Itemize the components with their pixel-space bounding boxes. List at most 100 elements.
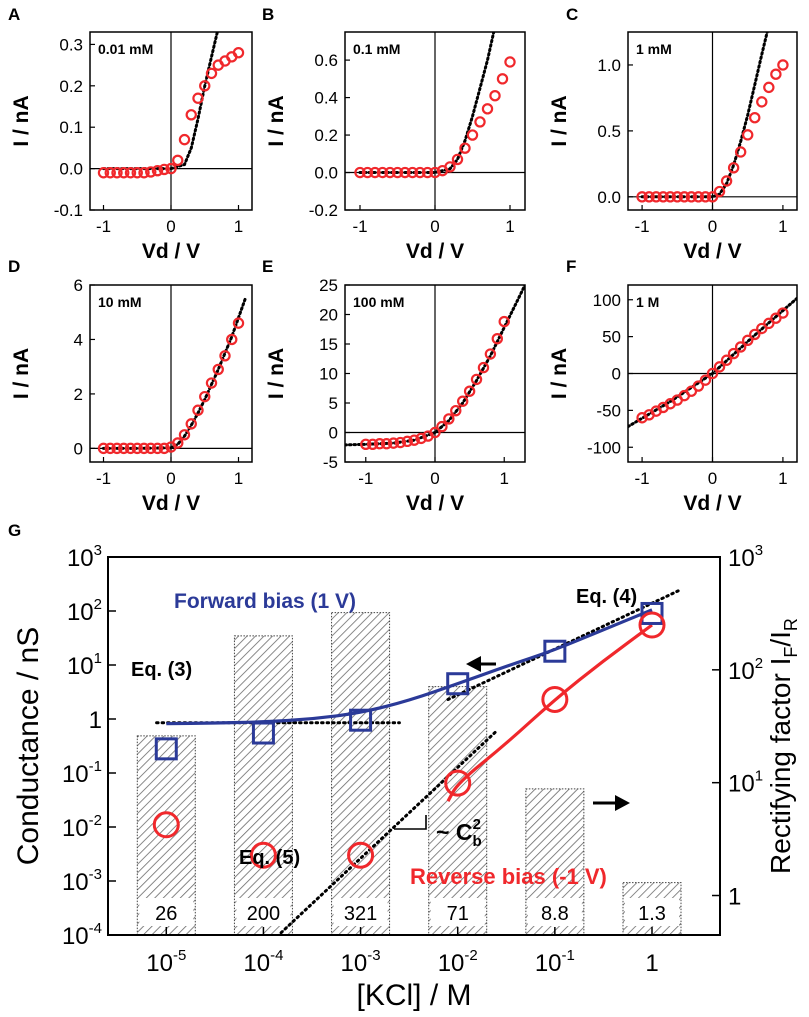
x-tick-label: -1 — [635, 217, 650, 236]
data-point — [749, 112, 761, 124]
slope-marker — [394, 815, 427, 830]
data-point — [713, 361, 726, 373]
y-tick-label: 5 — [329, 394, 338, 413]
left-y-tick-label: 101 — [67, 650, 102, 680]
data-point — [369, 166, 381, 179]
y-tick-label: 0.0 — [597, 188, 621, 207]
data-point — [685, 385, 698, 397]
concentration-label: 0.01 mM — [98, 41, 153, 57]
data-point — [671, 191, 683, 203]
data-point — [178, 429, 191, 441]
data-point — [756, 96, 768, 108]
data-point — [429, 426, 441, 439]
fit-dotted-curve — [628, 296, 797, 429]
bar-label-background — [236, 898, 291, 926]
data-point — [399, 166, 411, 179]
forward-bias-point — [154, 737, 178, 761]
y-tick-label: 0.2 — [314, 126, 338, 145]
x-tick-label: 1 — [234, 217, 243, 236]
x-tick-label: 0 — [708, 217, 717, 236]
data-point — [361, 166, 374, 179]
data-point — [373, 438, 386, 450]
data-point — [734, 341, 747, 353]
y-tick-label: 0 — [329, 424, 338, 443]
slope-label: ~ Cb2 — [436, 816, 482, 850]
y-tick-label: 0.1 — [59, 118, 83, 137]
right-arrow-head — [615, 795, 630, 811]
x-tick-label: -1 — [96, 217, 111, 236]
x-tick-label: 0 — [708, 469, 717, 488]
data-point — [429, 166, 441, 179]
data-point — [477, 361, 490, 374]
concentration-label: 0.1 mM — [353, 41, 400, 57]
data-point — [456, 395, 469, 407]
data-point — [118, 442, 130, 455]
panel-letter: F — [566, 257, 576, 276]
x-tick-label: 1 — [778, 469, 787, 488]
eq5-line — [276, 729, 499, 935]
forward-bias-point — [446, 672, 470, 696]
y-axis-label: I / nA — [10, 348, 33, 399]
data-point — [650, 191, 662, 203]
reverse-bias-point — [249, 841, 277, 869]
data-point — [481, 103, 494, 115]
data-point — [504, 56, 516, 68]
y-tick-label: 10 — [319, 365, 338, 384]
data-point — [199, 80, 211, 92]
x-tick-label: -1 — [358, 469, 373, 488]
y-tick-label: 50 — [602, 328, 621, 347]
rectifying-factor-bar — [428, 686, 488, 936]
data-point — [770, 68, 782, 80]
x-axis-label: Vd / V — [406, 492, 464, 515]
data-point — [459, 142, 471, 154]
data-point — [366, 438, 379, 450]
x-tick-label: 0 — [430, 469, 439, 488]
data-point — [118, 167, 130, 179]
data-point — [498, 315, 510, 328]
x-tick-label: 10-4 — [243, 947, 283, 977]
concentration-label: 10 mM — [98, 294, 142, 310]
panel-d: D -1 0 1 0 2 4 6 10 mM Vd / V I / nA — [8, 257, 253, 515]
data-point — [777, 59, 789, 71]
x-tick-label: 10-2 — [438, 947, 478, 977]
left-y-tick-label: 10-2 — [62, 812, 102, 842]
y-tick-label: 25 — [319, 276, 338, 295]
data-point — [450, 404, 462, 417]
fit-dotted-curve — [102, 297, 247, 450]
right-y-tick-label: 101 — [728, 768, 763, 798]
panel-b: B -1 0 1 -0.2 0.0 0.2 0.4 0.6 0.1 mM Vd / V I / nA — [262, 5, 526, 263]
y-tick-label: -50 — [596, 401, 621, 420]
data-point — [713, 185, 726, 198]
data-point — [692, 191, 705, 203]
data-point — [466, 129, 479, 141]
panel-letter: E — [262, 257, 273, 276]
data-point — [205, 377, 218, 389]
left-y-tick-label: 10-1 — [62, 758, 102, 788]
data-point — [720, 175, 733, 187]
bar-label-background — [333, 898, 388, 926]
bar-value-label: 1.3 — [638, 903, 666, 925]
x-tick-label: 0 — [166, 469, 175, 488]
data-point — [219, 350, 231, 362]
panel-c: C -1 0 1 0.0 0.5 1.0 1 mM Vd / V I / nA — [548, 5, 798, 263]
x-tick-label: 1 — [645, 950, 658, 977]
data-point — [124, 167, 137, 179]
data-point — [232, 46, 245, 59]
bar-value-label: 200 — [247, 903, 280, 925]
data-point — [496, 73, 509, 85]
data-point — [212, 363, 224, 376]
data-point — [226, 333, 238, 346]
x-tick-label: 1 — [234, 469, 243, 488]
data-point — [706, 191, 719, 203]
bar-value-label: 8.8 — [541, 903, 569, 925]
data-point — [158, 163, 170, 176]
x-axis-label: Vd / V — [142, 240, 200, 263]
data-point — [763, 317, 775, 330]
rectifying-factor-bar — [331, 612, 391, 936]
x-axis-label: Vd / V — [406, 240, 464, 263]
left-arrow-head — [466, 656, 481, 672]
data-point — [678, 191, 691, 203]
data-point — [777, 307, 789, 319]
data-point — [734, 146, 747, 158]
reverse-bias-point — [638, 611, 666, 639]
